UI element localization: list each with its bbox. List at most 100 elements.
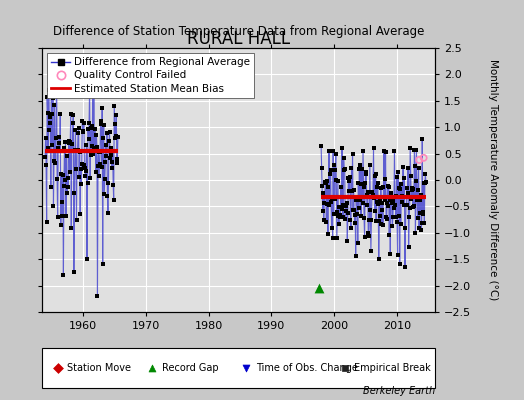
Point [104,180,113,186]
Point [387,190,395,196]
Point [46,114,54,120]
Point [53,214,62,220]
Point [62,212,70,219]
FancyBboxPatch shape [42,348,435,388]
Point [340,167,348,173]
Point [110,103,118,109]
Point [363,202,372,208]
Point [108,148,117,155]
Point [376,198,384,204]
Point [339,214,347,221]
Point [91,144,100,151]
Point [365,217,374,224]
Point [408,185,416,191]
Point [412,147,421,154]
Point [52,135,60,141]
Point [379,222,387,228]
Point [332,177,341,184]
Point [326,167,335,173]
Point [372,218,380,224]
Point [112,112,121,118]
Point [59,272,68,278]
Point [85,84,94,91]
Point [41,135,50,141]
Text: Record Gap: Record Gap [162,363,219,373]
Point [56,148,64,154]
Point [359,148,367,154]
Point [402,202,410,208]
Point [51,134,60,141]
Point [335,204,344,210]
Point [92,168,100,175]
Point [61,177,69,183]
Point [393,219,401,226]
Point [371,208,379,214]
Point [332,151,340,158]
Point [43,110,52,116]
Point [344,175,353,182]
Point [390,148,399,154]
Legend: Difference from Regional Average, Quality Control Failed, Estimated Station Mean: Difference from Regional Average, Qualit… [47,53,254,98]
Point [407,196,416,203]
Point [407,173,415,180]
Point [394,252,402,258]
Point [76,211,84,218]
Point [113,156,122,162]
Point [352,197,361,204]
Point [348,150,357,157]
Point [354,180,363,186]
Point [48,142,56,148]
Point [320,200,329,206]
Point [366,206,375,213]
Point [114,134,122,140]
Point [44,145,52,152]
Point [357,212,365,219]
Point [356,162,365,168]
Point [72,166,80,172]
Point [58,213,66,219]
Point [107,145,115,151]
Point [370,194,378,201]
Point [402,201,411,208]
Point [89,151,97,157]
Point [93,144,101,150]
Point [418,136,427,142]
Point [54,144,62,151]
Point [419,209,427,215]
Point [356,197,364,203]
Point [51,160,59,166]
Point [398,199,407,205]
Point [98,104,106,111]
Point [366,162,374,168]
Point [360,215,368,222]
Point [349,206,357,213]
Point [90,147,99,153]
Point [100,122,108,129]
Point [355,205,363,211]
Point [382,213,390,220]
Point [87,151,95,158]
Point [391,193,400,199]
Point [41,153,49,160]
Point [405,214,413,220]
Point [406,204,414,211]
Point [414,165,423,171]
Point [342,202,351,209]
Point [392,174,401,180]
Point [103,193,112,200]
Point [91,126,99,132]
Point [49,203,58,209]
Point [81,173,90,180]
Point [74,129,82,136]
Point [73,146,82,153]
Point [396,186,405,192]
Point [329,148,337,154]
Point [413,197,421,203]
Point [343,200,351,206]
Point [148,365,156,371]
Point [82,142,91,148]
Point [42,162,50,168]
Point [344,210,352,216]
Point [377,184,385,191]
Point [401,264,409,270]
